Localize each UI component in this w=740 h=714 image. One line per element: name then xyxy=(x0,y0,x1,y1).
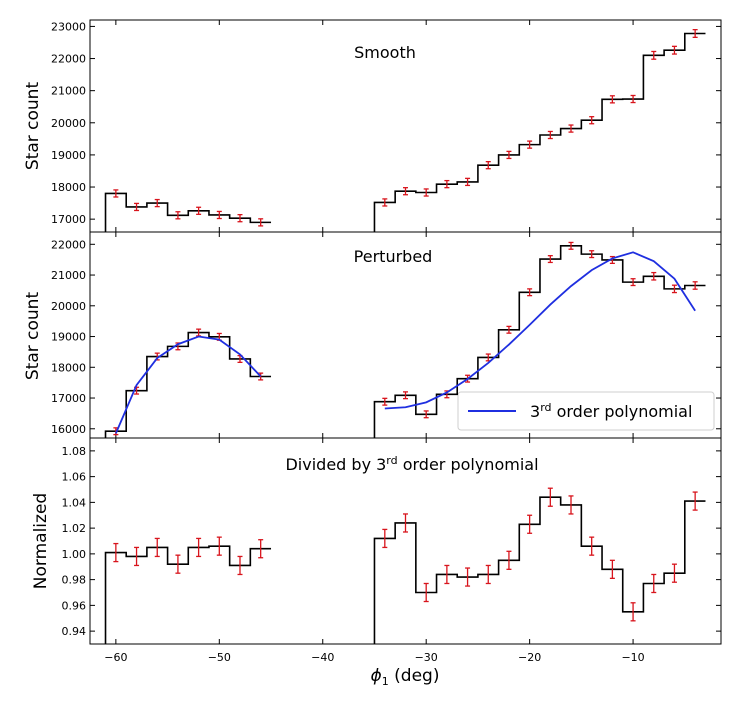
panel-bottom-title: Divided by 3rd order polynomial xyxy=(285,454,538,474)
y-tick-label: 23000 xyxy=(51,20,86,33)
polynomial-fit-line xyxy=(115,335,262,434)
y-tick-label: 0.96 xyxy=(62,599,87,612)
step-histogram xyxy=(373,32,706,232)
legend-label-sup: rd xyxy=(540,401,551,414)
step-histogram xyxy=(373,496,706,644)
legend-label-rest: order polynomial xyxy=(552,402,693,421)
y-tick-label: 18000 xyxy=(51,181,86,194)
legend-label-main: 3 xyxy=(530,402,540,421)
step-histogram xyxy=(104,545,272,644)
y-tick-label: 17000 xyxy=(51,392,86,405)
panel-middle-title: Perturbed xyxy=(354,247,433,266)
y-tick-label: 1.04 xyxy=(62,496,87,509)
y-tick-label: 21000 xyxy=(51,269,86,282)
y-tick-label: 1.06 xyxy=(62,471,87,484)
y-tick-label: 18000 xyxy=(51,361,86,374)
chart-marks: 17000 18000 19000 20000 21000 22000 23000 16000… xyxy=(51,20,721,664)
step-histogram xyxy=(104,192,272,232)
panel-bottom-frame xyxy=(89,437,722,645)
y-tick-label: 22000 xyxy=(51,238,86,251)
y-tick-label: 16000 xyxy=(51,423,86,436)
panel-bottom-title-sup: rd xyxy=(386,454,397,467)
y-tick-label: 0.98 xyxy=(62,574,87,587)
x-tick-label: −10 xyxy=(621,651,644,664)
x-tick-label: −20 xyxy=(518,651,541,664)
legend: 3rd order polynomial xyxy=(457,391,715,431)
x-axis-label-sub: 1 xyxy=(382,675,389,688)
polynomial-fit-line xyxy=(384,251,696,410)
y-tick-label: 1.02 xyxy=(62,522,87,535)
panel-bottom-title-rest: order polynomial xyxy=(398,455,539,474)
x-axis-label-rest: (deg) xyxy=(389,666,440,686)
step-histogram xyxy=(104,331,272,438)
y-tick-label: 22000 xyxy=(51,53,86,66)
legend-box xyxy=(457,391,715,431)
panel-top-ylabel: Star count xyxy=(23,82,43,171)
y-tick-label: 19000 xyxy=(51,331,86,344)
x-tick-label: −60 xyxy=(104,651,127,664)
x-tick-label: −40 xyxy=(311,651,334,664)
y-tick-label: 20000 xyxy=(51,117,86,130)
y-tick-label: 1.08 xyxy=(62,445,87,458)
y-tick-label: 21000 xyxy=(51,85,86,98)
y-tick-label: 1.00 xyxy=(62,548,87,561)
legend-label: 3rd order polynomial xyxy=(530,401,692,421)
panel-top-title: Smooth xyxy=(354,43,416,62)
panel-bottom-ylabel: Normalized xyxy=(31,493,51,589)
x-axis-label: ϕ1 (deg) xyxy=(371,666,440,688)
step-histogram xyxy=(373,245,706,438)
panel-bottom-title-main: Divided by 3 xyxy=(285,455,386,474)
x-axis-label-symbol: ϕ xyxy=(371,666,382,686)
panel-middle-ylabel: Star count xyxy=(23,292,43,381)
y-tick-label: 20000 xyxy=(51,300,86,313)
y-tick-label: 19000 xyxy=(51,149,86,162)
y-tick-label: 0.94 xyxy=(62,625,87,638)
x-tick-label: −50 xyxy=(208,651,231,664)
x-tick-label: −30 xyxy=(415,651,438,664)
y-tick-label: 17000 xyxy=(51,213,86,226)
